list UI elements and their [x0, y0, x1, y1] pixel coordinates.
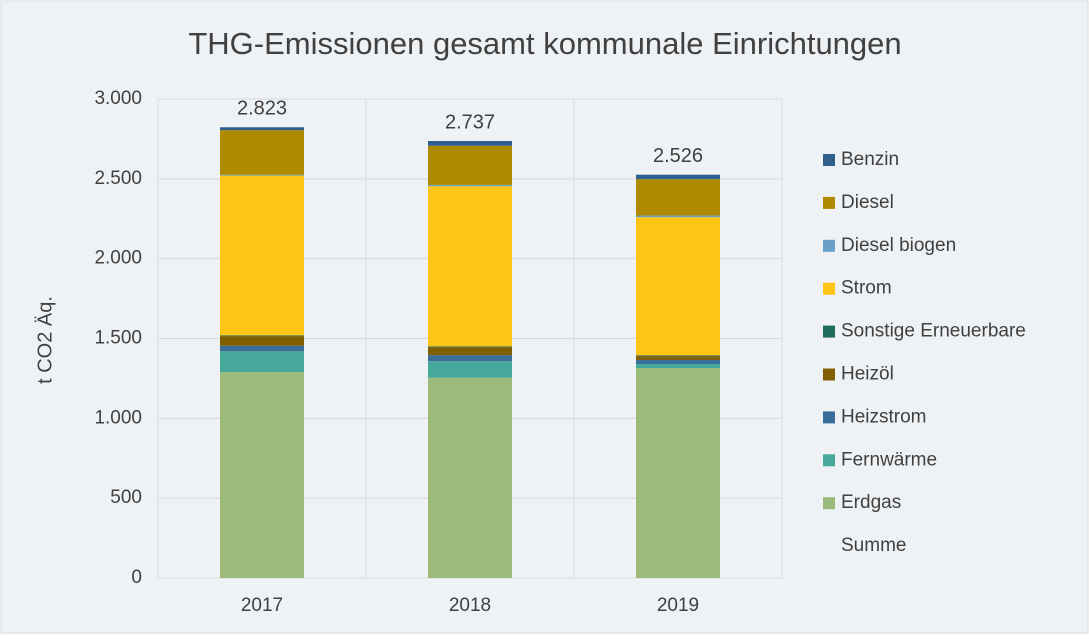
legend-label: Sonstige Erneuerbare: [841, 321, 1026, 342]
legend-swatch: [823, 325, 835, 338]
y-tick-label: 1.500: [94, 328, 142, 349]
bar-segment: [220, 336, 304, 346]
bar-segment: [220, 372, 304, 578]
legend-label: Strom: [841, 278, 892, 299]
y-tick-label: 500: [110, 487, 142, 508]
bar-segment: [428, 347, 512, 356]
bar-segment: [428, 145, 512, 185]
legend-label: Fernwärme: [841, 449, 937, 470]
bar-segment: [220, 351, 304, 373]
legend-swatch: [823, 154, 835, 166]
bar-segment: [220, 130, 304, 175]
x-tick-label: 2018: [449, 595, 491, 616]
bar-segment: [428, 361, 512, 378]
total-label: 2.823: [237, 98, 287, 120]
bar-segment: [636, 215, 720, 218]
bar-segment: [220, 335, 304, 337]
bar-segment: [428, 346, 512, 348]
bar-segment: [636, 356, 720, 361]
legend-label: Summe: [841, 535, 906, 556]
legend-swatch: [823, 196, 835, 209]
bar-segment: [636, 368, 720, 578]
bar-segment: [636, 179, 720, 216]
bar-segment: [220, 174, 304, 176]
legend-label: Heizöl: [841, 364, 894, 385]
y-tick-label: 1.000: [94, 407, 142, 428]
legend-swatch: [823, 239, 835, 252]
legend-label: Benzin: [841, 149, 899, 170]
bar-segment: [636, 174, 720, 180]
bar-segment: [220, 345, 304, 352]
bar-segment: [428, 377, 512, 578]
bar-segment: [220, 175, 304, 336]
y-tick-label: 3.000: [94, 88, 142, 109]
bar-segment: [428, 355, 512, 362]
y-axis-label: t CO2 Äq.: [34, 296, 56, 384]
legend-swatch: [823, 411, 835, 424]
y-tick-label: 0: [131, 567, 142, 588]
chart-title: THG-Emissionen gesamt kommunale Einricht…: [188, 26, 901, 61]
x-tick-label: 2019: [657, 595, 699, 616]
legend-label: Diesel biogen: [841, 235, 956, 256]
legend-label: Diesel: [841, 192, 894, 213]
bar-segment: [428, 140, 512, 146]
bar-segment: [428, 186, 512, 347]
bar-segment: [636, 360, 720, 365]
bar-segment: [220, 127, 304, 131]
y-tick-label: 2.500: [94, 168, 142, 189]
legend-label: Erdgas: [841, 492, 901, 513]
legend-swatch: [823, 454, 835, 467]
bar-segment: [636, 355, 720, 357]
y-tick-label: 2.000: [94, 248, 142, 269]
legend-label: Heizstrom: [841, 406, 927, 427]
total-label: 2.526: [653, 145, 703, 167]
legend-swatch: [823, 368, 835, 381]
legend-swatch: [823, 497, 835, 510]
x-tick-label: 2017: [241, 595, 283, 616]
bar-segment: [428, 184, 512, 187]
bar-segment: [636, 217, 720, 356]
total-label: 2.737: [445, 111, 495, 133]
bar-segment: [636, 364, 720, 369]
legend-swatch: [823, 282, 835, 295]
